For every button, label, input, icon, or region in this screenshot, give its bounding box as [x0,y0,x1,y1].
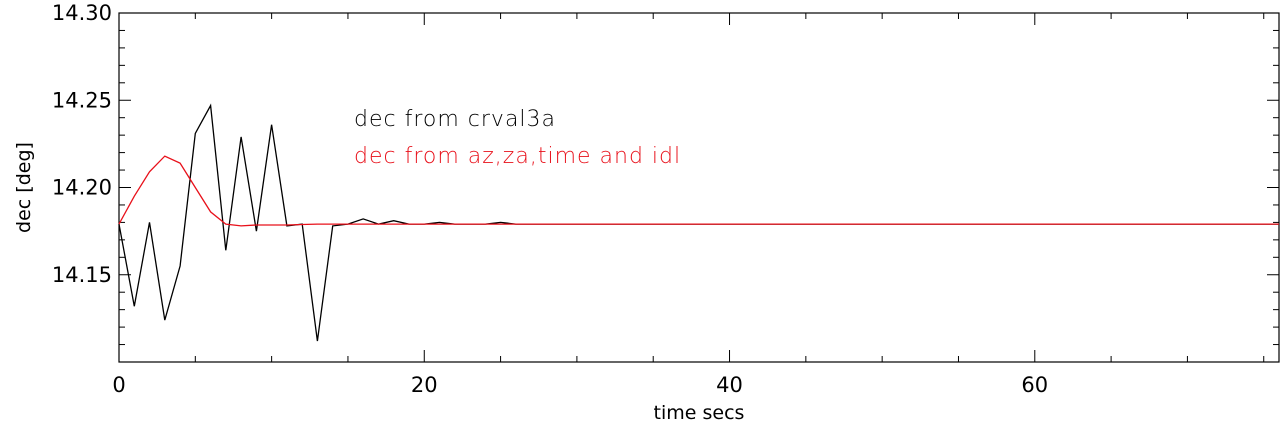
plot-frame [118,12,1280,363]
y-tick-label: 14.30 [52,1,112,25]
x-axis-label: time secs [654,402,745,424]
annotation-az-za-time-idl: dec from az,za,time and idl [354,144,681,169]
annotation-crval3a: dec from crval3a [354,107,556,132]
series-line-0 [118,103,1279,342]
x-tick-label: 0 [112,373,125,397]
y-tick-label: 14.20 [52,176,112,200]
x-axis-ticks: 0 20 40 60 [112,13,1265,397]
series-line-1 [118,155,1279,227]
x-tick-label: 60 [1021,373,1048,397]
x-tick-label: 20 [411,373,438,397]
x-tick-label: 40 [716,373,743,397]
axes [118,12,1280,363]
y-tick-label: 14.25 [52,88,112,112]
series-layer [118,103,1279,342]
y-axis-label: dec [deg] [13,142,35,233]
y-tick-label: 14.15 [52,263,112,287]
y-axis-ticks: 14.15 14.20 14.25 14.30 [52,1,1279,363]
